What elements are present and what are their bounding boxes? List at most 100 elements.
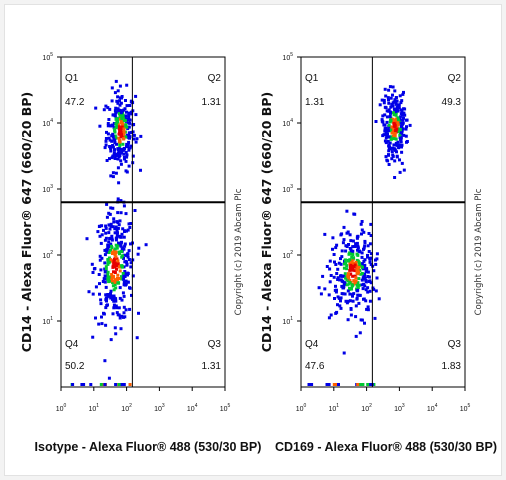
event-dot-2 bbox=[103, 280, 107, 284]
event-dot-1 bbox=[116, 157, 120, 161]
event-dot-2 bbox=[98, 258, 102, 262]
event-dot-2 bbox=[110, 237, 114, 241]
event-dot-2 bbox=[346, 318, 350, 322]
x-tick-label: 104 bbox=[427, 403, 438, 413]
event-dot-2 bbox=[365, 269, 369, 272]
event-dot-1 bbox=[98, 124, 102, 128]
event-dot-2 bbox=[127, 222, 131, 226]
event-dot-2 bbox=[355, 296, 359, 300]
event-dot-2 bbox=[341, 274, 345, 278]
event-dot-1 bbox=[387, 144, 391, 148]
event-dot-2 bbox=[121, 227, 125, 231]
event-dot-1 bbox=[397, 106, 401, 110]
x-axis-label: Isotype - Alexa Fluor® 488 (530/30 BP) bbox=[35, 440, 262, 454]
event-dot-1 bbox=[118, 96, 122, 100]
quadrant-label-q4: Q4 bbox=[65, 339, 79, 350]
event-dot-1 bbox=[115, 142, 118, 146]
event-dot-1 bbox=[393, 89, 397, 93]
event-dot-2 bbox=[114, 297, 118, 301]
event-dot-axis bbox=[82, 383, 86, 386]
event-dot-2 bbox=[121, 272, 125, 275]
event-dot-2 bbox=[364, 299, 368, 303]
event-dot-2 bbox=[367, 232, 371, 235]
event-dot-1 bbox=[124, 159, 128, 163]
event-dot-2 bbox=[104, 298, 108, 302]
event-dot-1 bbox=[114, 106, 118, 110]
event-dot-2 bbox=[116, 259, 120, 263]
event-dot-2 bbox=[111, 225, 115, 229]
event-dot-1 bbox=[139, 134, 143, 138]
event-dot-1 bbox=[104, 143, 108, 147]
event-dot-1 bbox=[114, 122, 118, 126]
event-dot-2 bbox=[328, 280, 332, 284]
event-dot-1 bbox=[123, 116, 127, 120]
event-dot-1 bbox=[116, 107, 120, 111]
event-dot-axis bbox=[80, 383, 84, 386]
event-dot-1 bbox=[384, 126, 388, 130]
event-dot-2 bbox=[120, 298, 124, 302]
event-dot-1 bbox=[127, 140, 131, 144]
event-dot-1 bbox=[117, 147, 121, 151]
event-dot-2 bbox=[114, 250, 118, 254]
event-dot-1 bbox=[400, 109, 404, 113]
event-dot-1 bbox=[392, 120, 396, 123]
event-dot-2 bbox=[360, 262, 364, 266]
event-dot-2 bbox=[119, 211, 123, 215]
event-dot-1 bbox=[113, 141, 117, 145]
event-dot-2 bbox=[107, 251, 111, 254]
event-dot-2 bbox=[349, 267, 352, 271]
event-dot-2 bbox=[339, 274, 342, 278]
event-dot-2 bbox=[345, 267, 349, 271]
event-dot-1 bbox=[399, 124, 403, 128]
event-dot-1 bbox=[399, 121, 403, 125]
event-dot-2 bbox=[366, 286, 370, 290]
event-dot-2 bbox=[353, 245, 357, 248]
event-dot-2 bbox=[109, 242, 113, 246]
event-dot-2 bbox=[328, 267, 332, 271]
event-dot-1 bbox=[117, 155, 121, 159]
event-dot-1 bbox=[121, 148, 125, 152]
event-dot-1 bbox=[394, 137, 398, 141]
event-dot-2 bbox=[114, 238, 118, 242]
event-dot-2 bbox=[107, 280, 111, 284]
event-dot-2 bbox=[347, 276, 351, 280]
event-dot-2 bbox=[102, 228, 105, 232]
event-dot-2 bbox=[127, 258, 131, 261]
x-tick-label: 100 bbox=[56, 403, 67, 413]
event-dot-1 bbox=[122, 155, 126, 159]
event-dot-2 bbox=[351, 283, 355, 287]
event-dot-1 bbox=[115, 99, 119, 103]
event-dot-2 bbox=[115, 257, 119, 261]
event-dot-axis bbox=[117, 383, 121, 386]
event-dot-2 bbox=[94, 316, 97, 320]
event-dot-1 bbox=[120, 116, 124, 120]
event-dot-1 bbox=[398, 158, 401, 162]
event-dot-1 bbox=[116, 89, 120, 93]
event-dot-1 bbox=[106, 106, 110, 110]
event-dot-2 bbox=[334, 263, 338, 266]
event-dot-2 bbox=[340, 284, 344, 288]
event-dot-1 bbox=[121, 119, 125, 123]
event-dot-2 bbox=[357, 277, 361, 281]
event-dot-2 bbox=[124, 308, 128, 312]
event-dot-1 bbox=[112, 137, 116, 141]
event-dot-1 bbox=[111, 145, 115, 149]
event-dot-2 bbox=[114, 286, 118, 290]
event-dot-2 bbox=[110, 234, 114, 238]
event-dot-1 bbox=[112, 122, 116, 125]
event-dot-2 bbox=[109, 292, 112, 296]
event-dot-2 bbox=[342, 351, 346, 355]
event-dot-2 bbox=[345, 264, 349, 268]
event-dot-2 bbox=[122, 253, 126, 257]
event-dot-2 bbox=[357, 261, 361, 265]
event-dot-2 bbox=[332, 275, 336, 279]
event-dot-2 bbox=[339, 257, 342, 261]
event-dot-2 bbox=[354, 279, 358, 283]
event-dot-2 bbox=[133, 209, 137, 212]
event-dot-1 bbox=[396, 140, 400, 144]
event-dot-1 bbox=[393, 124, 397, 128]
event-dot-2 bbox=[357, 293, 361, 297]
event-dot-1 bbox=[382, 101, 386, 105]
event-dot-2 bbox=[123, 260, 127, 264]
event-dot-2 bbox=[328, 259, 332, 263]
